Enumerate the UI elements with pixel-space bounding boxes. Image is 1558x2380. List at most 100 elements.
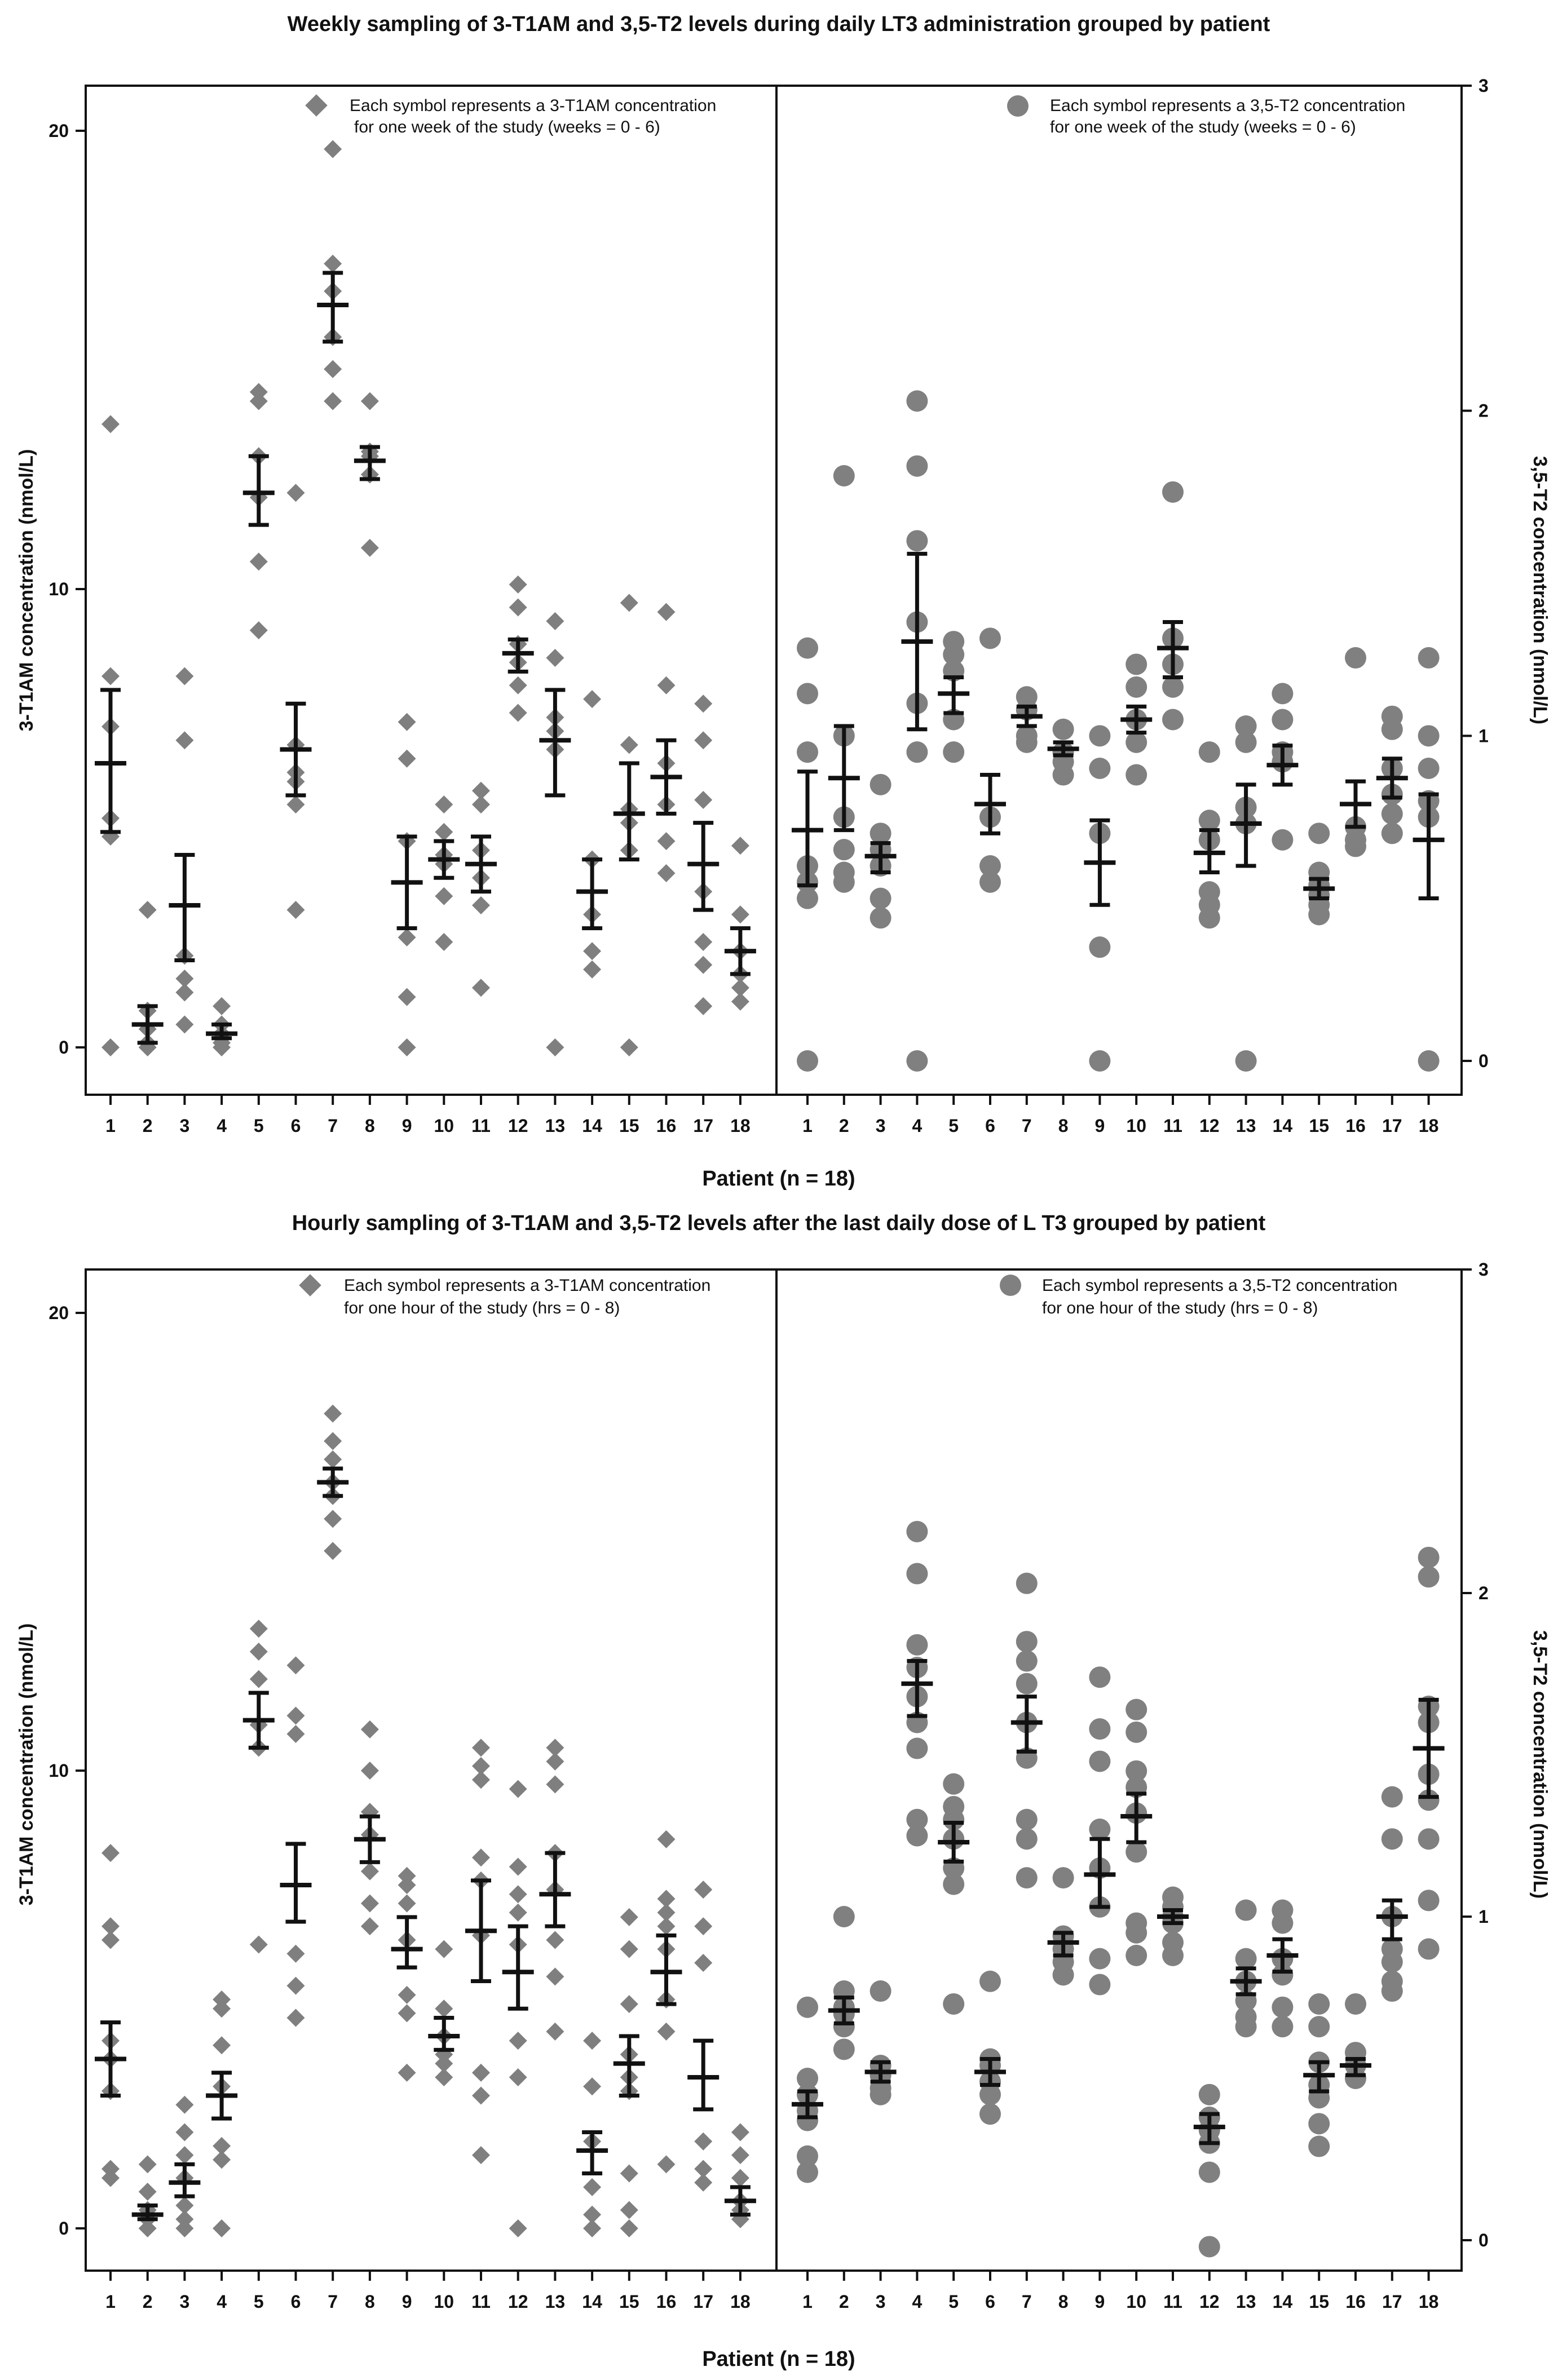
data-point-3-5-t2-patient-13 xyxy=(1235,1899,1257,1921)
data-point-3-t1am-patient-13 xyxy=(546,1967,564,1986)
data-point-3-5-t2-patient-4 xyxy=(906,390,928,412)
data-point-3-5-t2-patient-5 xyxy=(943,1773,965,1795)
data-point-3-5-t2-patient-16 xyxy=(1345,647,1366,669)
data-point-3-t1am-patient-11 xyxy=(472,896,490,914)
left-x-tick-label: 18 xyxy=(730,2291,751,2312)
data-point-3-t1am-patient-13 xyxy=(546,1931,564,1949)
mean-sem-3-5-t2-patient-13 xyxy=(1230,782,1262,868)
data-point-3-5-t2-patient-2 xyxy=(833,839,855,861)
data-point-3-t1am-patient-17 xyxy=(694,1917,713,1936)
mean-sem-3-5-t2-patient-7 xyxy=(1010,1695,1043,1754)
mean-sem-3-t1am-patient-3 xyxy=(169,2162,201,2198)
left-x-tick-label: 8 xyxy=(365,2291,375,2312)
data-point-3-t1am-patient-6 xyxy=(286,1706,305,1725)
data-point-3-5-t2-patient-13 xyxy=(1235,1948,1257,1970)
mean-sem-3-t1am-patient-12 xyxy=(502,1924,534,2011)
data-point-3-5-t2-patient-9 xyxy=(1089,1050,1111,1072)
data-point-3-5-t2-patient-2 xyxy=(833,2038,855,2060)
left-x-tick-label: 17 xyxy=(693,1116,713,1136)
data-point-3-t1am-patient-10 xyxy=(435,933,453,952)
mean-sem-3-5-t2-patient-16 xyxy=(1340,2057,1371,2077)
mean-sem-3-5-t2-patient-15 xyxy=(1303,2060,1335,2094)
data-point-3-5-t2-patient-10 xyxy=(1126,1698,1147,1720)
mean-sem-3-t1am-patient-5 xyxy=(242,454,275,527)
left-y-tick-label: 20 xyxy=(48,121,69,141)
mean-sem-3-5-t2-patient-7 xyxy=(1010,704,1043,728)
mean-sem-3-5-t2-patient-8 xyxy=(1047,740,1079,758)
right-x-tick-label: 11 xyxy=(1163,2291,1182,2312)
mean-sem-3-t1am-patient-6 xyxy=(280,701,312,798)
data-point-3-t1am-patient-17 xyxy=(694,1881,713,1899)
data-point-3-5-t2-patient-10 xyxy=(1126,653,1147,675)
mean-sem-3-5-t2-patient-5 xyxy=(938,675,970,715)
left-x-tick-label: 3 xyxy=(180,1116,190,1136)
data-point-3-5-t2-patient-3 xyxy=(870,773,891,795)
weekly-chart-title: Weekly sampling of 3-T1AM and 3,5-T2 lev… xyxy=(288,12,1270,36)
mean-sem-3-t1am-patient-14 xyxy=(576,857,608,931)
data-point-3-5-t2-patient-15 xyxy=(1308,2113,1330,2135)
data-point-3-t1am-patient-4 xyxy=(213,2136,231,2155)
data-point-3-t1am-patient-11 xyxy=(472,1848,490,1867)
left-x-tick-label: 14 xyxy=(582,2291,602,2312)
weekly-right-legend-circle-icon xyxy=(1007,95,1029,117)
mean-sem-3-5-t2-patient-18 xyxy=(1413,792,1445,901)
mean-sem-3-5-t2-patient-3 xyxy=(864,2060,897,2084)
data-point-3-t1am-patient-17 xyxy=(694,955,713,974)
data-point-3-t1am-patient-14 xyxy=(583,942,602,961)
data-point-3-t1am-patient-7 xyxy=(324,1432,342,1450)
data-point-3-t1am-patient-15 xyxy=(620,2164,638,2183)
mean-sem-3-t1am-patient-5 xyxy=(242,1691,275,1750)
data-point-3-5-t2-patient-6 xyxy=(979,1970,1001,1992)
data-point-3-t1am-patient-1 xyxy=(101,1917,120,1936)
data-point-3-t1am-patient-9 xyxy=(398,1985,416,2004)
weekly-right-y-axis-label: 3,5-T2 concentration (nmol/L) xyxy=(1529,456,1551,724)
data-point-3-t1am-patient-4 xyxy=(213,1999,231,2018)
data-point-3-5-t2-patient-9 xyxy=(1089,725,1111,747)
data-point-3-5-t2-patient-18 xyxy=(1418,758,1440,779)
right-x-tick-label: 16 xyxy=(1345,1116,1366,1136)
mean-sem-3-t1am-patient-10 xyxy=(428,839,460,880)
left-x-tick-label: 15 xyxy=(619,2291,639,2312)
data-point-3-t1am-patient-9 xyxy=(398,988,416,1006)
data-point-3-5-t2-patient-17 xyxy=(1381,718,1403,740)
data-point-3-5-t2-patient-8 xyxy=(1052,1964,1074,1986)
data-point-3-5-t2-patient-14 xyxy=(1272,1912,1294,1934)
data-point-3-5-t2-patient-17 xyxy=(1381,822,1403,844)
data-point-3-5-t2-patient-15 xyxy=(1308,2016,1330,2038)
data-point-3-t1am-patient-13 xyxy=(546,1752,564,1771)
mean-sem-3-5-t2-patient-1 xyxy=(792,769,823,888)
mean-sem-3-t1am-patient-15 xyxy=(613,2034,645,2098)
data-point-3-t1am-patient-16 xyxy=(657,1890,676,1908)
data-point-3-t1am-patient-3 xyxy=(175,2219,194,2237)
data-point-3-t1am-patient-16 xyxy=(657,2022,676,2041)
data-point-3-t1am-patient-12 xyxy=(509,1857,527,1876)
data-point-3-t1am-patient-11 xyxy=(472,979,490,997)
mean-sem-3-5-t2-patient-6 xyxy=(974,2057,1006,2087)
data-point-3-t1am-patient-9 xyxy=(398,2004,416,2023)
data-point-3-5-t2-patient-18 xyxy=(1418,725,1440,747)
data-point-3-t1am-patient-3 xyxy=(175,2095,194,2114)
data-point-3-t1am-patient-1 xyxy=(101,1931,120,1949)
data-point-3-t1am-patient-17 xyxy=(694,790,713,809)
data-point-3-t1am-patient-11 xyxy=(472,2086,490,2105)
data-point-3-5-t2-patient-3 xyxy=(870,822,891,844)
mean-sem-3-t1am-patient-14 xyxy=(576,2130,608,2176)
mean-sem-3-t1am-patient-4 xyxy=(206,2071,238,2121)
mean-sem-3-5-t2-patient-6 xyxy=(974,773,1006,835)
data-point-3-5-t2-patient-18 xyxy=(1418,1938,1440,1960)
data-point-3-5-t2-patient-1 xyxy=(797,1996,818,2018)
data-point-3-t1am-patient-12 xyxy=(509,1903,527,1922)
data-point-3-t1am-patient-6 xyxy=(286,795,305,814)
data-point-3-5-t2-patient-9 xyxy=(1089,1819,1111,1841)
left-x-tick-label: 4 xyxy=(217,2291,227,2312)
mean-sem-3-t1am-patient-6 xyxy=(280,1842,312,1924)
data-point-3-t1am-patient-7 xyxy=(324,1542,342,1560)
hourly-left-legend-diamond-icon xyxy=(299,1274,321,1297)
data-point-3-t1am-patient-3 xyxy=(175,1015,194,1034)
data-point-3-5-t2-patient-12 xyxy=(1198,809,1220,831)
left-x-tick-label: 13 xyxy=(545,1116,566,1136)
right-y-tick-label: 0 xyxy=(1478,1051,1489,1071)
data-point-3-5-t2-patient-1 xyxy=(797,887,818,909)
weekly-right-y-ticks: 0 1 2 3 xyxy=(1462,76,1489,1071)
mean-sem-3-5-t2-patient-11 xyxy=(1157,1908,1189,1925)
